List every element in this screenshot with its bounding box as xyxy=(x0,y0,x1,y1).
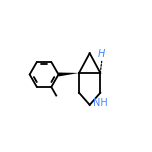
Polygon shape xyxy=(58,73,79,76)
Text: H: H xyxy=(98,48,105,59)
Text: NH: NH xyxy=(93,98,108,108)
